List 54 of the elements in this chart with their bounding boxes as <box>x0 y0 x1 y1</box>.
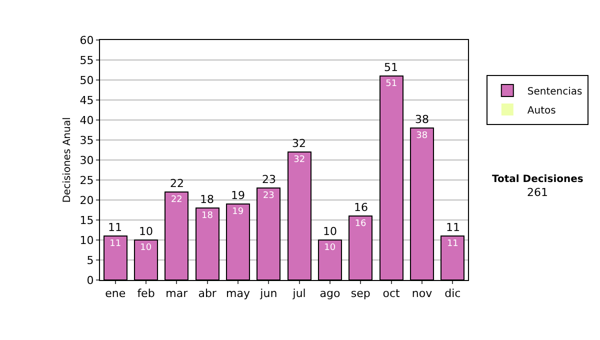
data-label: 10 <box>140 243 152 253</box>
y-tick-label: 10 <box>80 234 94 247</box>
y-tick-label: 35 <box>80 134 94 147</box>
x-tick-label: abr <box>198 287 217 300</box>
y-axis-title: Decisiones Anual <box>62 117 73 203</box>
y-tick-label: 20 <box>80 194 94 207</box>
y-tick-label: 50 <box>80 74 94 87</box>
total-label: 32 <box>292 137 306 150</box>
text: Total Decisiones <box>492 174 584 185</box>
data-label: 23 <box>262 191 274 201</box>
total-label: 11 <box>446 221 460 234</box>
x-tick-label: mar <box>166 287 188 300</box>
total-label: 23 <box>262 173 276 186</box>
x-tick-label: jun <box>259 287 278 300</box>
data-label: 11 <box>446 239 458 249</box>
y-tick-label: 40 <box>80 114 94 127</box>
data-label: 51 <box>386 79 398 89</box>
x-tick-label: jul <box>292 287 306 300</box>
total-label: 22 <box>170 177 184 190</box>
data-label: 16 <box>354 219 367 229</box>
x-tick-label: ene <box>105 287 126 300</box>
total-label: 51 <box>384 61 398 74</box>
legend-label: Sentencias <box>527 86 582 98</box>
x-tick-label: nov <box>412 287 433 300</box>
legend-label: Autos <box>527 105 556 116</box>
data-label: 10 <box>324 243 336 253</box>
x-tick-label: sep <box>350 287 370 300</box>
text: 261 <box>527 186 548 199</box>
x-tick-label: dic <box>444 287 461 300</box>
total-label: 10 <box>323 225 337 238</box>
data-label: 19 <box>232 207 244 217</box>
y-tick-label: 0 <box>86 274 94 287</box>
y-tick-label: 5 <box>86 254 94 267</box>
y-tick-label: 60 <box>80 34 94 47</box>
y-tick-label: 25 <box>80 174 94 187</box>
total-label: 18 <box>200 193 214 206</box>
y-tick-label: 45 <box>80 94 94 107</box>
total-label: 11 <box>108 221 122 234</box>
data-label: 38 <box>416 131 428 141</box>
data-label: 22 <box>170 195 182 205</box>
total-label: 10 <box>139 225 153 238</box>
total-label: 19 <box>231 189 245 202</box>
y-tick-label: 55 <box>80 54 94 67</box>
data-label: 18 <box>201 211 214 221</box>
x-tick-label: feb <box>137 287 155 300</box>
x-tick-label: may <box>226 287 250 300</box>
x-tick-label: oct <box>382 287 401 300</box>
total-label: 16 <box>354 201 368 214</box>
y-tick-label: 30 <box>80 154 94 167</box>
data-label: 11 <box>110 239 122 249</box>
total-label: 38 <box>415 113 429 126</box>
x-tick-label: ago <box>320 287 340 300</box>
y-tick-label: 15 <box>80 214 94 227</box>
data-label: 32 <box>294 155 306 165</box>
